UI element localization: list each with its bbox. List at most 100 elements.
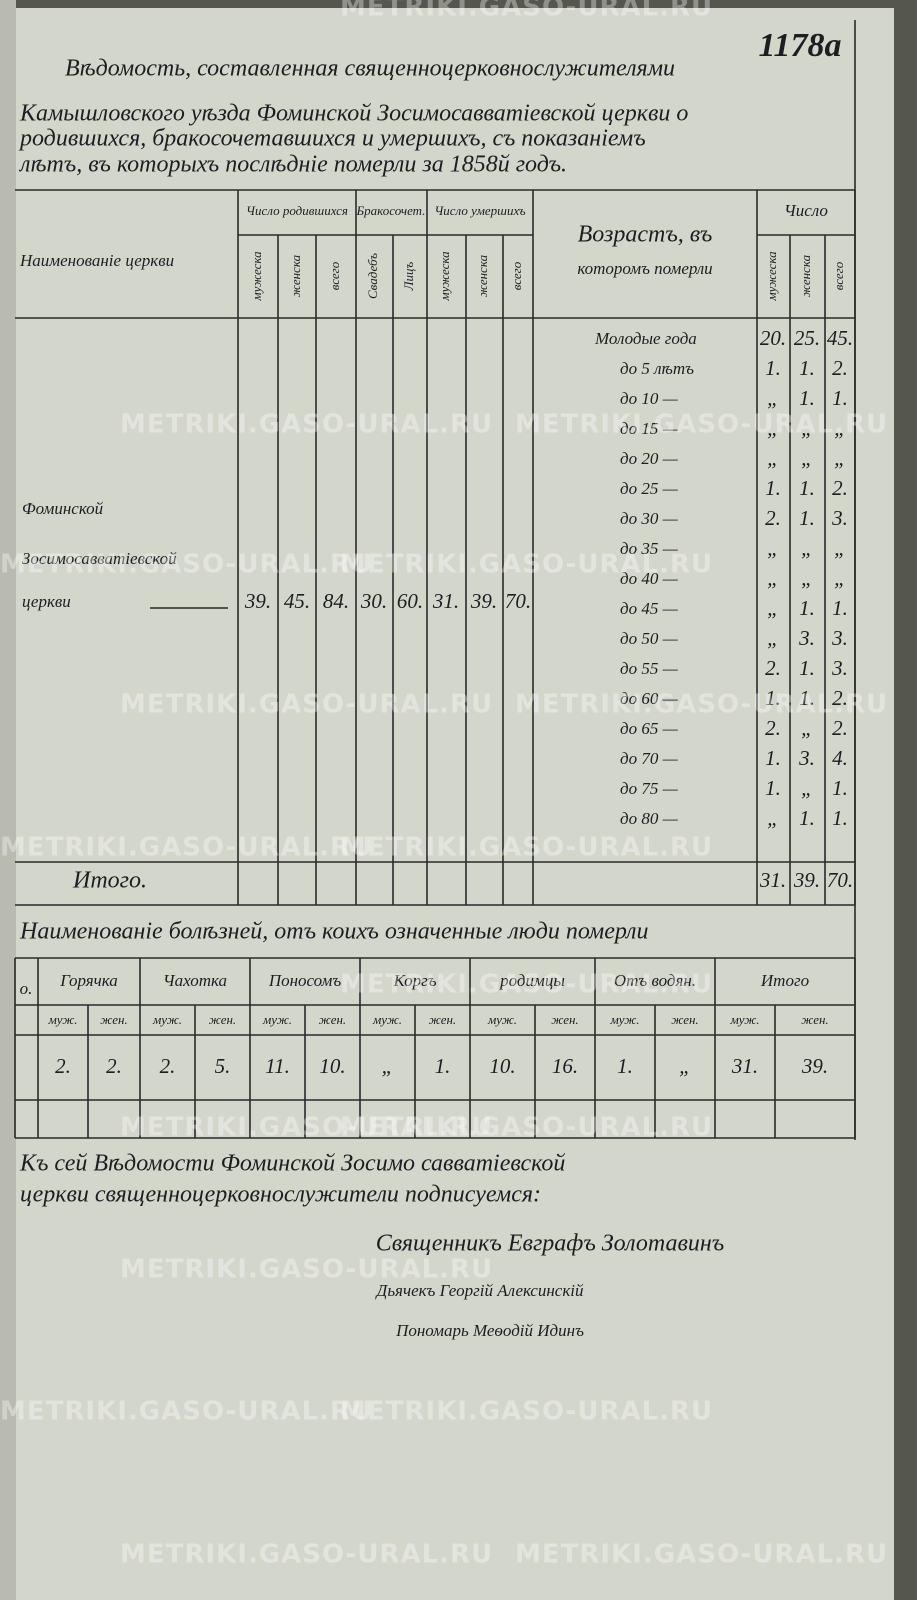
page-number: 1178а xyxy=(758,27,841,64)
age-value: „ xyxy=(767,386,779,410)
header-line: Камышловского уѣзда Фоминской Зосимосавв… xyxy=(19,101,688,127)
value: 2. xyxy=(55,1054,71,1078)
age-label: до 65 — xyxy=(620,719,679,738)
age-value: „ xyxy=(801,716,813,740)
age-value: 1. xyxy=(765,776,781,800)
age-value: „ xyxy=(834,416,846,440)
sub-header: мужеска xyxy=(437,251,452,302)
total-value: 39. xyxy=(793,868,820,892)
age-label: до 25 — xyxy=(620,479,679,498)
value: 60. xyxy=(397,589,423,613)
sub-header: всего xyxy=(327,261,342,290)
value: 45. xyxy=(284,589,310,613)
age-label: до 20 — xyxy=(620,449,679,468)
value: 31. xyxy=(432,589,459,613)
watermark: METRIKI.GASO-URAL.RU xyxy=(0,1397,373,1427)
header-line: Вѣдомость, составленная священноцерковно… xyxy=(65,56,675,82)
sub-header: муж. xyxy=(372,1012,402,1027)
age-value: 20. xyxy=(760,326,786,350)
watermark: METRIKI.GASO-URAL.RU xyxy=(340,0,713,23)
watermark: METRIKI.GASO-URAL.RU xyxy=(340,550,713,580)
age-value: 1. xyxy=(832,776,848,800)
sub-header: мужеска xyxy=(249,251,264,302)
age-value: „ xyxy=(767,446,779,470)
value: 39. xyxy=(470,589,497,613)
age-label: до 40 — xyxy=(620,569,679,588)
disease: Итого xyxy=(760,971,809,990)
value: 16. xyxy=(552,1054,578,1078)
value: „ xyxy=(382,1054,394,1078)
sub-header: муж. xyxy=(152,1012,182,1027)
age-value: 1. xyxy=(765,686,781,710)
footer-line: Къ сей Вѣдомости Фоминской Зосимо савват… xyxy=(19,1151,565,1177)
age-value: 1. xyxy=(799,656,815,680)
signature: Дьячекъ Георгій Алексинскій xyxy=(375,1281,584,1300)
age-value: 25. xyxy=(794,326,820,350)
value: 84. xyxy=(323,589,349,613)
value: 30. xyxy=(360,589,387,613)
church-name: Фоминской xyxy=(22,499,104,518)
age-label: до 15 — xyxy=(620,419,679,438)
age-header: Возрастъ, въ xyxy=(578,222,713,248)
paper xyxy=(14,8,894,1600)
age-value: 1. xyxy=(765,476,781,500)
sub-header: жен. xyxy=(551,1012,578,1027)
watermark: METRIKI.GASO-URAL.RU xyxy=(120,1540,493,1570)
disease: Чахотка xyxy=(163,971,227,990)
age-value: 1. xyxy=(799,356,815,380)
age-value: 1. xyxy=(799,506,815,530)
value: 39. xyxy=(801,1054,828,1078)
age-value: 2. xyxy=(832,476,848,500)
watermark: METRIKI.GASO-URAL.RU xyxy=(515,410,888,440)
age-label: до 75 — xyxy=(620,779,679,798)
age-value: 2. xyxy=(765,716,781,740)
sub-header: муж. xyxy=(47,1012,77,1027)
watermark: METRIKI.GASO-URAL.RU xyxy=(340,970,713,1000)
age-value: 1. xyxy=(799,686,815,710)
watermark: METRIKI.GASO-URAL.RU xyxy=(340,1113,713,1143)
header-line: родившихся, бракосочетавшихся и умершихъ… xyxy=(18,126,646,152)
value: 2. xyxy=(160,1054,176,1078)
header-line: лѣтъ, въ которыхъ послѣдніе померли за 1… xyxy=(18,152,567,178)
age-value: 3. xyxy=(798,746,815,770)
age-label: до 50 — xyxy=(620,629,679,648)
age-value: 1. xyxy=(799,476,815,500)
group-title: Число умершихъ xyxy=(434,203,526,218)
age-value: 4. xyxy=(832,746,848,770)
sub-header: женска xyxy=(475,254,490,297)
sub-header: всего xyxy=(831,261,846,290)
disease: Отъ водян. xyxy=(614,971,696,990)
table2-title: Наименованіе болѣзней, отъ коихъ означен… xyxy=(19,919,648,945)
value: 31. xyxy=(731,1054,758,1078)
age-value: „ xyxy=(801,416,813,440)
watermark: METRIKI.GASO-URAL.RU xyxy=(0,550,373,580)
age-header: которомъ померли xyxy=(577,259,712,278)
total-label: Итого. xyxy=(72,868,147,894)
sub-header: жен. xyxy=(319,1012,346,1027)
first-col: о. xyxy=(20,979,33,998)
age-value: 1. xyxy=(799,386,815,410)
total-value: 70. xyxy=(827,868,853,892)
age-value: 2. xyxy=(765,656,781,680)
sub-header: жен. xyxy=(100,1012,127,1027)
age-value: 1. xyxy=(832,596,848,620)
church-name: церкви xyxy=(22,592,71,611)
value: 70. xyxy=(505,589,531,613)
group-title: Бракосочет. xyxy=(356,203,426,218)
watermark: METRIKI.GASO-URAL.RU xyxy=(515,1540,888,1570)
value: 2. xyxy=(106,1054,122,1078)
sub-header: муж. xyxy=(609,1012,639,1027)
age-value: 3. xyxy=(831,626,848,650)
signature: Священникъ Евграфъ Золотавинъ xyxy=(376,1231,725,1257)
age-value: „ xyxy=(834,446,846,470)
age-label: до 10 — xyxy=(620,389,679,408)
age-value: 2. xyxy=(765,506,781,530)
watermark: METRIKI.GASO-URAL.RU xyxy=(0,833,373,863)
age-value: 1. xyxy=(799,596,815,620)
sub-header: муж. xyxy=(729,1012,759,1027)
age-value: 2. xyxy=(832,356,848,380)
age-label: Молодые года xyxy=(594,329,697,348)
age-value: 2. xyxy=(832,686,848,710)
sub-header: Свадебъ xyxy=(365,253,380,299)
